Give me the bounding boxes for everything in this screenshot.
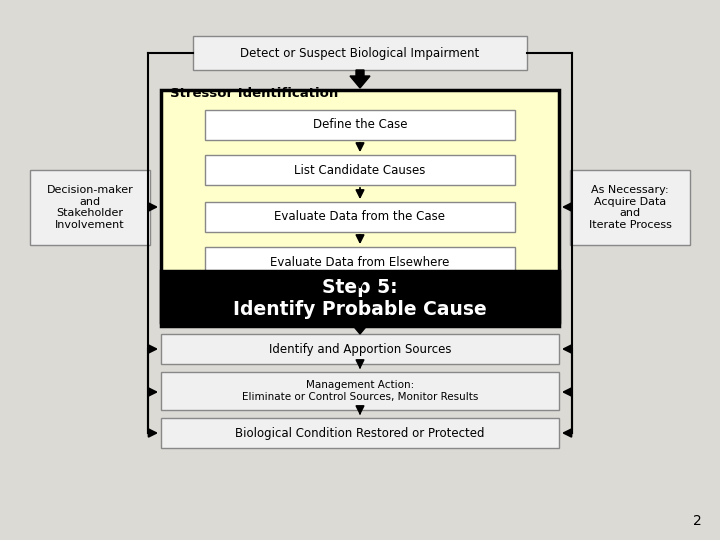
- Text: Management Action:
Eliminate or Control Sources, Monitor Results: Management Action: Eliminate or Control …: [242, 380, 478, 402]
- FancyBboxPatch shape: [205, 202, 515, 232]
- Text: As Necessary:
Acquire Data
and
Iterate Process: As Necessary: Acquire Data and Iterate P…: [588, 185, 672, 230]
- Text: Identify and Apportion Sources: Identify and Apportion Sources: [269, 342, 451, 355]
- FancyBboxPatch shape: [205, 247, 515, 277]
- FancyBboxPatch shape: [205, 155, 515, 185]
- FancyBboxPatch shape: [205, 110, 515, 140]
- Text: Detect or Suspect Biological Impairment: Detect or Suspect Biological Impairment: [240, 46, 480, 59]
- Polygon shape: [350, 70, 370, 88]
- Text: Evaluate Data from Elsewhere: Evaluate Data from Elsewhere: [270, 255, 450, 268]
- Text: Evaluate Data from the Case: Evaluate Data from the Case: [274, 211, 446, 224]
- Text: List Candidate Causes: List Candidate Causes: [294, 164, 426, 177]
- Text: Define the Case: Define the Case: [312, 118, 408, 132]
- FancyBboxPatch shape: [161, 334, 559, 364]
- Text: Stressor Identification: Stressor Identification: [170, 87, 338, 100]
- FancyBboxPatch shape: [30, 170, 150, 245]
- FancyBboxPatch shape: [161, 418, 559, 448]
- Text: Step 5:
Identify Probable Cause: Step 5: Identify Probable Cause: [233, 278, 487, 319]
- FancyBboxPatch shape: [161, 271, 559, 326]
- FancyBboxPatch shape: [570, 170, 690, 245]
- Text: Biological Condition Restored or Protected: Biological Condition Restored or Protect…: [235, 427, 485, 440]
- FancyBboxPatch shape: [161, 90, 559, 322]
- FancyBboxPatch shape: [161, 372, 559, 410]
- Text: Decision-maker
and
Stakeholder
Involvement: Decision-maker and Stakeholder Involveme…: [47, 185, 133, 230]
- Polygon shape: [350, 322, 370, 334]
- Text: 2: 2: [693, 514, 702, 528]
- FancyBboxPatch shape: [193, 36, 527, 70]
